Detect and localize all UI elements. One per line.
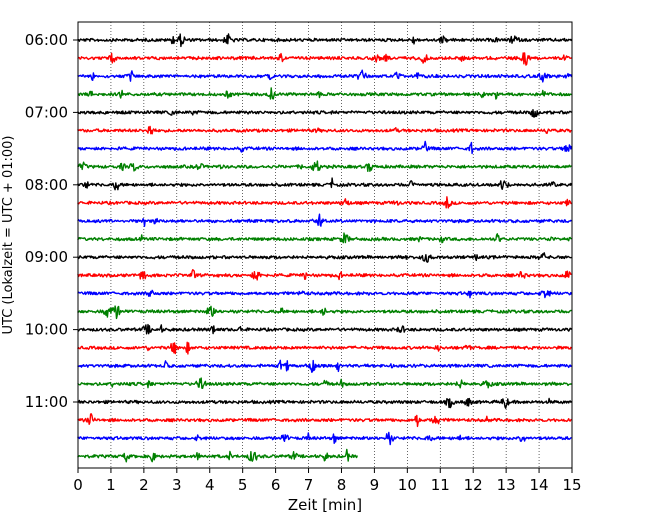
x-tick-label-3: 3 bbox=[172, 476, 182, 494]
y-tick-label-11:00: 11:00 bbox=[25, 393, 68, 411]
trace-06:45 bbox=[77, 87, 572, 100]
y-axis-label: UTC (Lokalzeit = UTC + 01:00) bbox=[1, 136, 16, 335]
trace-10:30 bbox=[77, 359, 573, 373]
trace-08:45 bbox=[77, 232, 572, 244]
x-tick-label-1: 1 bbox=[106, 476, 116, 494]
x-tick-label-4: 4 bbox=[205, 476, 215, 494]
trace-06:00 bbox=[77, 33, 573, 48]
y-axis-ticks: 06:00 07:00 08:00 09:00 10:00 11:00 bbox=[25, 31, 78, 411]
trace-09:45 bbox=[77, 305, 572, 320]
x-tick-label-15: 15 bbox=[562, 476, 581, 494]
trace-08:00 bbox=[77, 177, 573, 191]
trace-lines bbox=[77, 33, 573, 463]
y-tick-label-06:00: 06:00 bbox=[25, 31, 68, 49]
trace-07:00 bbox=[77, 109, 573, 118]
x-tick-label-14: 14 bbox=[530, 476, 549, 494]
x-tick-label-7: 7 bbox=[304, 476, 314, 494]
x-tick-label-10: 10 bbox=[398, 476, 417, 494]
x-tick-label-11: 11 bbox=[431, 476, 450, 494]
trace-07:30 bbox=[77, 140, 573, 155]
x-axis-ticks: 0 1 2 3 4 5 6 7 8 9 10 11 12 13 14 15 bbox=[73, 468, 582, 494]
trace-08:30 bbox=[77, 213, 572, 227]
x-tick-label-12: 12 bbox=[464, 476, 483, 494]
y-tick-label-08:00: 08:00 bbox=[25, 176, 68, 194]
trace-10:15 bbox=[77, 341, 573, 355]
grid-lines bbox=[110, 22, 540, 468]
trace-11:00 bbox=[77, 397, 573, 409]
x-tick-label-13: 13 bbox=[497, 476, 516, 494]
x-tick-label-8: 8 bbox=[337, 476, 347, 494]
trace-07:15 bbox=[77, 125, 572, 135]
trace-11:15 bbox=[77, 413, 572, 428]
trace-06:15 bbox=[77, 52, 572, 66]
x-tick-label-2: 2 bbox=[139, 476, 149, 494]
trace-09:30 bbox=[77, 289, 573, 299]
trace-08:15 bbox=[77, 196, 572, 209]
x-tick-label-5: 5 bbox=[238, 476, 248, 494]
plot-frame bbox=[77, 21, 573, 469]
trace-09:00 bbox=[77, 252, 572, 263]
y-tick-label-09:00: 09:00 bbox=[25, 248, 68, 266]
y-tick-label-07:00: 07:00 bbox=[25, 103, 68, 121]
trace-11:45 bbox=[77, 448, 358, 463]
trace-10:45 bbox=[77, 377, 572, 389]
y-tick-label-10:00: 10:00 bbox=[25, 321, 68, 339]
trace-11:30 bbox=[77, 431, 572, 446]
x-axis-label: Zeit [min] bbox=[288, 496, 362, 514]
x-tick-label-9: 9 bbox=[370, 476, 380, 494]
x-tick-label-0: 0 bbox=[73, 476, 83, 494]
trace-10:00 bbox=[77, 323, 573, 335]
x-tick-label-6: 6 bbox=[271, 476, 281, 494]
trace-09:15 bbox=[77, 269, 572, 281]
trace-06:30 bbox=[77, 69, 573, 83]
trace-07:45 bbox=[77, 160, 572, 172]
